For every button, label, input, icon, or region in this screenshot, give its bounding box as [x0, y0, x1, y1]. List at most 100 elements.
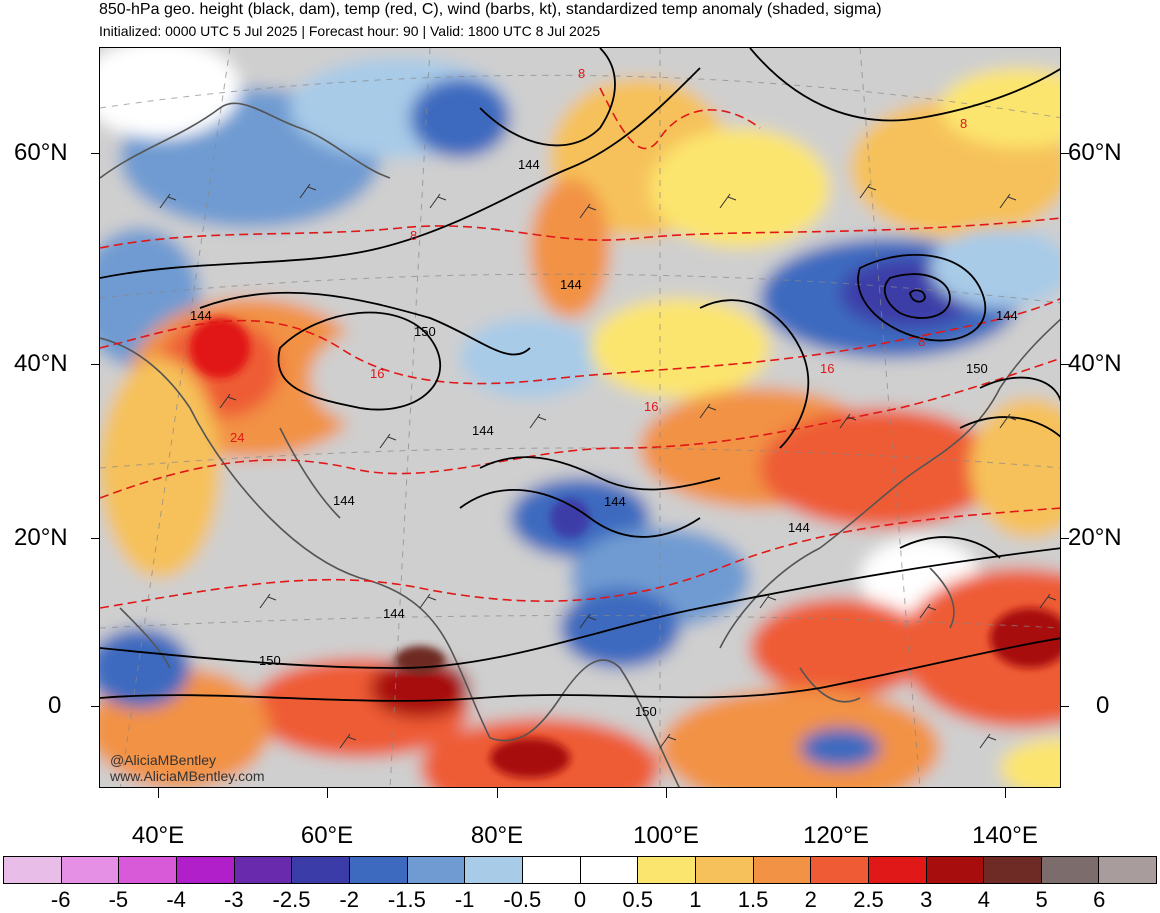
lat-label-20n-right: 20°N [1068, 524, 1122, 551]
temp-label: 24 [230, 430, 244, 445]
colorbar-swatch [522, 857, 581, 883]
colorbar-tick-label: 3 [920, 887, 933, 912]
lon-tick [497, 788, 498, 798]
lat-tick [91, 364, 99, 365]
lat-tick [91, 153, 99, 154]
height-label: 144 [604, 494, 626, 509]
colorbar-swatch [119, 857, 177, 883]
height-label: 144 [472, 423, 494, 438]
chart-title: 850-hPa geo. height (black, dam), temp (… [99, 1, 882, 18]
temp-label: 8 [410, 228, 417, 243]
lat-tick [1061, 538, 1069, 539]
lon-label-40e: 40°E [131, 822, 185, 849]
lat-tick [1061, 706, 1069, 707]
height-label: 144 [788, 520, 810, 535]
lon-label-100e: 100°E [633, 822, 699, 849]
colorbar-tick-label: 0.5 [622, 887, 653, 912]
height-label: 150 [635, 704, 657, 719]
height-label: 144 [560, 277, 582, 292]
graticule [100, 48, 1060, 787]
lat-label-0-right: 0 [1096, 692, 1110, 719]
credit-site: www.AliciaMBentley.com [110, 768, 265, 784]
colorbar-tick-label: 4 [977, 887, 991, 912]
colorbar-tick-label: -1 [454, 887, 475, 912]
lat-label-20n: 20°N [14, 524, 68, 551]
colorbar-tick-label: -2 [339, 887, 359, 912]
colorbar-tick-label: 5 [1035, 887, 1048, 912]
lon-tick [836, 788, 837, 798]
lon-tick [327, 788, 328, 798]
lon-label-140e: 140°E [972, 822, 1038, 849]
lat-tick [1061, 153, 1069, 154]
colorbar-tick-label: -2.5 [272, 887, 311, 912]
colorbar-swatch [1099, 857, 1157, 883]
colorbar-swatch [61, 857, 120, 883]
colorbar-swatch [695, 857, 754, 883]
height-label: 144 [190, 308, 212, 323]
height-label: 144 [518, 157, 540, 172]
colorbar-swatch [292, 857, 350, 883]
temp-label: 16 [370, 366, 384, 381]
colorbar-swatch [638, 857, 696, 883]
height-label: 144 [333, 493, 355, 508]
anomaly-shading [100, 48, 1060, 787]
height-contours [100, 48, 1060, 702]
colorbar-swatch [1041, 857, 1100, 883]
colorbar-swatch [176, 857, 235, 883]
lat-tick [91, 706, 99, 707]
map-canvas: 144 144 144 150 144 144 144 144 150 144 … [100, 48, 1060, 787]
height-label: 144 [996, 308, 1018, 323]
lat-tick [91, 538, 99, 539]
colorbar-swatch [926, 857, 985, 883]
colorbar-tick-label: -1.5 [387, 887, 426, 912]
lon-tick [1005, 788, 1006, 798]
lon-label-60e: 60°E [300, 822, 354, 849]
height-label: 150 [966, 361, 988, 376]
colorbar-swatch [407, 857, 466, 883]
colorbar-tick-label: 2 [804, 887, 817, 912]
credit-handle: @AliciaMBentley [110, 752, 217, 768]
colorbar-tick-label: 1.5 [737, 887, 769, 912]
colorbar-swatch [349, 857, 408, 883]
temp-label: 8 [960, 116, 967, 131]
colorbar-tick-label: -0.5 [503, 887, 542, 912]
colorbar-swatch [811, 857, 869, 883]
colorbar-tick-label: 6 [1093, 887, 1106, 912]
temp-label: 16 [820, 361, 834, 376]
chart-subtitle: Initialized: 0000 UTC 5 Jul 2025 | Forec… [99, 23, 601, 39]
height-label: 150 [414, 324, 436, 339]
colorbar-swatch [984, 857, 1042, 883]
colorbar-swatch [4, 857, 62, 883]
temperature-contour-labels: 8 8 8 16 16 16 24 8 [230, 66, 967, 445]
lat-label-0: 0 [48, 692, 62, 719]
lat-label-60n: 60°N [14, 139, 68, 166]
colorbar-swatch [753, 857, 812, 883]
lon-tick [666, 788, 667, 798]
colorbar-swatch [868, 857, 927, 883]
wind-barbs [159, 183, 1057, 749]
temp-label: 16 [644, 399, 658, 414]
colorbar-swatch [465, 857, 523, 883]
colorbar-tick-label: 0 [573, 887, 587, 912]
colorbar-tick-label: -5 [108, 887, 129, 912]
colorbar-tick-label: -6 [50, 887, 71, 912]
lat-label-60n-right: 60°N [1068, 139, 1122, 166]
lon-label-120e: 120°E [803, 822, 869, 849]
temp-label: 8 [578, 66, 585, 81]
coastlines [100, 102, 1060, 787]
temperature-contours [100, 87, 1060, 609]
lat-label-40n-right: 40°N [1068, 350, 1122, 377]
lat-label-40n: 40°N [14, 350, 68, 377]
height-contour-labels: 144 144 144 150 144 144 144 144 150 144 … [190, 157, 1018, 719]
colorbar-tick-label: -3 [224, 887, 244, 912]
lon-label-80e: 80°E [470, 822, 524, 849]
height-label: 144 [383, 606, 405, 621]
forecast-map[interactable]: 144 144 144 150 144 144 144 144 150 144 … [99, 47, 1061, 788]
colorbar-tick-label: 2.5 [853, 887, 884, 912]
anomaly-colorbar [3, 856, 1157, 884]
colorbar-tick-label: 1 [689, 887, 702, 912]
colorbar-swatch [580, 857, 639, 883]
colorbar-swatch [234, 857, 293, 883]
lon-tick [158, 788, 159, 798]
colorbar-tick-label: -4 [166, 887, 186, 912]
